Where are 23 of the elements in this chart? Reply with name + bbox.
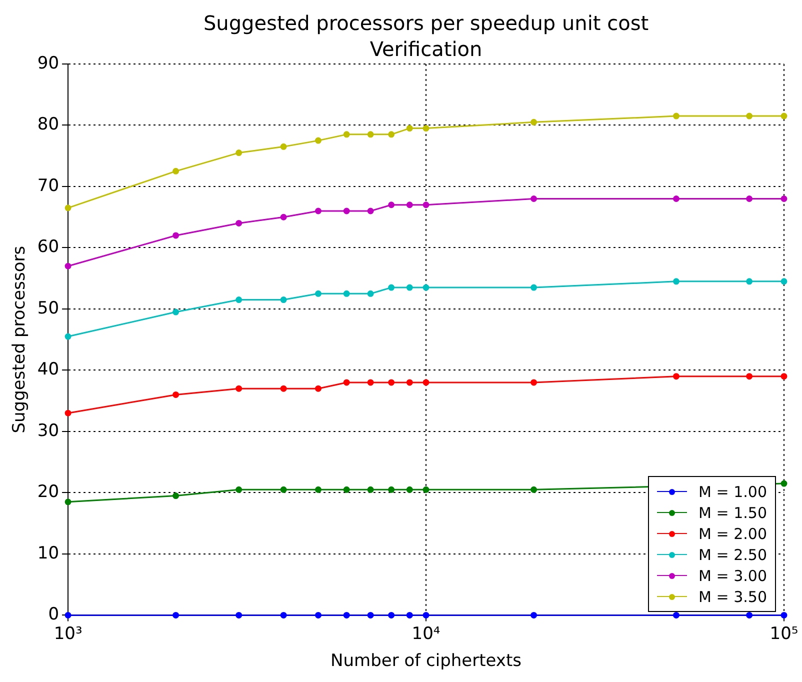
legend-label: M = 1.50 [698, 504, 767, 522]
chart-title: Suggested processors per speedup unit cost [203, 11, 649, 35]
x-tick-label: 10³ [54, 624, 82, 644]
legend-label: M = 2.50 [698, 546, 767, 564]
chart-subtitle: Verification [370, 37, 482, 61]
legend-label: M = 1.00 [698, 482, 767, 500]
y-tick-label: 50 [37, 298, 60, 318]
x-axis-title: Number of ciphertexts [330, 651, 522, 672]
y-tick-label: 40 [37, 360, 60, 380]
x-tick-label: 10⁴ [412, 624, 440, 644]
y-tick-label: 90 [37, 53, 60, 74]
y-tick-label: 10 [37, 543, 60, 564]
x-tick-label: 10⁵ [770, 624, 798, 644]
y-axis-title: Suggested processors [10, 246, 30, 434]
legend-label: M = 3.50 [698, 588, 767, 606]
y-tick-label: 30 [37, 420, 60, 441]
legend-label: M = 2.00 [698, 524, 767, 542]
legend-label: M = 3.00 [698, 566, 767, 584]
y-tick-label: 80 [37, 114, 60, 135]
y-tick-label: 70 [37, 176, 60, 196]
y-tick-label: 20 [37, 482, 60, 502]
y-tick-label: 0 [48, 604, 60, 625]
y-tick-label: 60 [37, 237, 60, 258]
